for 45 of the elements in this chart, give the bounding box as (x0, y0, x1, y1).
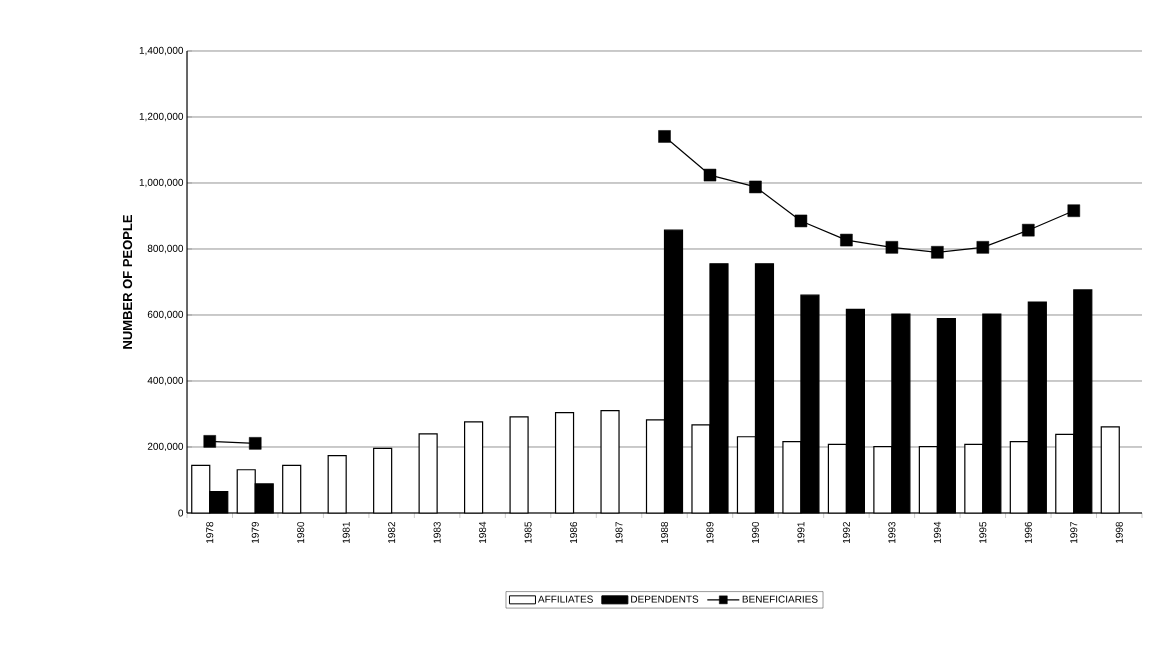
point (976, 241, 990, 254)
point (931, 246, 944, 259)
x-tick-label: 1988 (660, 521, 669, 543)
x-tick-label: 1993 (888, 521, 896, 543)
point (658, 130, 671, 143)
point (248, 437, 262, 450)
point (749, 180, 762, 194)
x-tick-label: 1994 (933, 521, 941, 543)
legend-label: AFFILIATES (537, 595, 593, 603)
y-tick-label: 1,400,000 (139, 46, 184, 56)
x-tick-label: 1982 (388, 522, 396, 543)
x-tick-label: 1985 (524, 521, 532, 543)
x-tick-label: 1990 (751, 521, 759, 543)
y-tick-label: 800,000 (147, 244, 184, 254)
point (885, 241, 899, 254)
x-tick-label: 1995 (979, 521, 987, 543)
x-tick-label: 1981 (342, 522, 350, 543)
y-tick-label: 400,000 (147, 376, 184, 386)
x-tick-label: 1991 (797, 522, 805, 543)
x-tick-label: 1979 (251, 521, 259, 543)
x-tick-label: 1986 (570, 521, 578, 543)
x-tick-label: 1984 (479, 521, 487, 543)
legend-label: DEPENDENTS (631, 595, 699, 603)
y-tick-label: 1,000,000 (139, 178, 184, 188)
x-tick-label: 1992 (842, 522, 850, 543)
point (1067, 204, 1081, 217)
x-tick-label: 1987 (615, 522, 623, 543)
x-tick-label: 1997 (1070, 522, 1078, 543)
x-tick-label: 1998 (1115, 521, 1123, 543)
point (794, 214, 808, 228)
y-tick-label: 0 (178, 509, 184, 517)
x-tick-label: 1983 (433, 521, 441, 543)
y-axis-title: NUMBER OF PEOPLE (122, 214, 133, 349)
legend-label: BENEFICIARIES (742, 595, 818, 603)
point (203, 435, 216, 448)
y-tick-label: 200,000 (147, 442, 184, 452)
x-tick-label: 1978 (206, 521, 214, 543)
x-tick-label: 1980 (297, 521, 305, 543)
point (703, 168, 717, 182)
point (840, 233, 853, 247)
y-tick-label: 1,200,000 (139, 112, 184, 122)
point (1022, 223, 1035, 237)
x-tick-label: 1989 (706, 521, 714, 543)
y-tick-label: 600,000 (147, 310, 184, 320)
x-tick-label: 1996 (1024, 521, 1032, 543)
